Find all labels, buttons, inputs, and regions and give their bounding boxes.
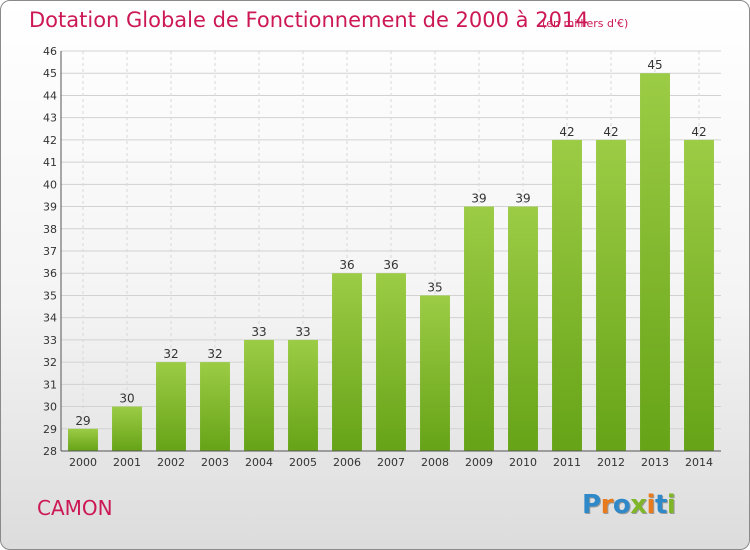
x-tick-label: 2008 <box>421 456 449 469</box>
x-tick-label: 2004 <box>245 456 273 469</box>
bar-2004 <box>244 339 274 451</box>
y-tick-label: 35 <box>43 289 57 302</box>
bar-2002 <box>156 362 186 451</box>
bar-2009 <box>464 206 494 451</box>
y-tick-label: 34 <box>43 312 57 325</box>
value-label: 39 <box>471 192 486 206</box>
bar-2012 <box>596 139 626 451</box>
value-label: 32 <box>163 347 178 361</box>
y-tick-label: 31 <box>43 378 57 391</box>
y-tick-label: 33 <box>43 334 57 347</box>
bar-2010 <box>508 206 538 451</box>
y-tick-label: 42 <box>43 134 57 147</box>
bar-2006 <box>332 273 362 451</box>
bar-2000 <box>68 428 98 451</box>
y-tick-label: 44 <box>43 89 57 102</box>
value-label: 33 <box>251 325 266 339</box>
x-tick-label: 2011 <box>553 456 581 469</box>
value-label: 42 <box>603 125 618 139</box>
y-tick-label: 38 <box>43 223 57 236</box>
bar-2007 <box>376 273 406 451</box>
y-tick-label: 40 <box>43 178 57 191</box>
y-tick-label: 41 <box>43 156 57 169</box>
x-tick-label: 2013 <box>641 456 669 469</box>
bar-2011 <box>552 139 582 451</box>
y-tick-label: 39 <box>43 201 57 214</box>
x-tick-label: 2009 <box>465 456 493 469</box>
value-label: 42 <box>691 125 706 139</box>
value-label: 36 <box>339 258 354 272</box>
value-label: 36 <box>383 258 398 272</box>
value-label: 42 <box>559 125 574 139</box>
chart-subtitle: (en milliers d'€) <box>542 17 629 30</box>
bar-2005 <box>288 339 318 451</box>
x-tick-label: 2010 <box>509 456 537 469</box>
proxiti-logo: Proxiti <box>582 490 676 520</box>
x-tick-label: 2012 <box>597 456 625 469</box>
x-tick-label: 2005 <box>289 456 317 469</box>
value-label: 29 <box>75 414 90 428</box>
y-tick-label: 32 <box>43 356 57 369</box>
x-tick-label: 2002 <box>157 456 185 469</box>
y-tick-label: 28 <box>43 445 57 458</box>
y-tick-label: 30 <box>43 401 57 414</box>
x-tick-label: 2007 <box>377 456 405 469</box>
x-tick-label: 2001 <box>113 456 141 469</box>
bar-2001 <box>112 406 142 451</box>
chart-title: Dotation Globale de Fonctionnement de 20… <box>29 8 589 32</box>
value-label: 33 <box>295 325 310 339</box>
value-label: 45 <box>647 58 662 72</box>
bar-2013 <box>640 73 670 451</box>
y-tick-label: 43 <box>43 112 57 125</box>
value-label: 39 <box>515 192 530 206</box>
value-label: 30 <box>119 392 134 406</box>
x-tick-label: 2014 <box>685 456 713 469</box>
y-tick-label: 45 <box>43 67 57 80</box>
y-tick-label: 37 <box>43 245 57 258</box>
y-tick-label: 29 <box>43 423 57 436</box>
x-tick-label: 2000 <box>69 456 97 469</box>
x-tick-label: 2003 <box>201 456 229 469</box>
bar-2003 <box>200 362 230 451</box>
bar-2008 <box>420 295 450 451</box>
y-tick-label: 46 <box>43 45 57 58</box>
place-name: CAMON <box>37 496 113 520</box>
bar-2014 <box>684 139 714 451</box>
value-label: 32 <box>207 347 222 361</box>
value-label: 35 <box>427 280 442 294</box>
x-tick-label: 2006 <box>333 456 361 469</box>
y-tick-label: 36 <box>43 267 57 280</box>
